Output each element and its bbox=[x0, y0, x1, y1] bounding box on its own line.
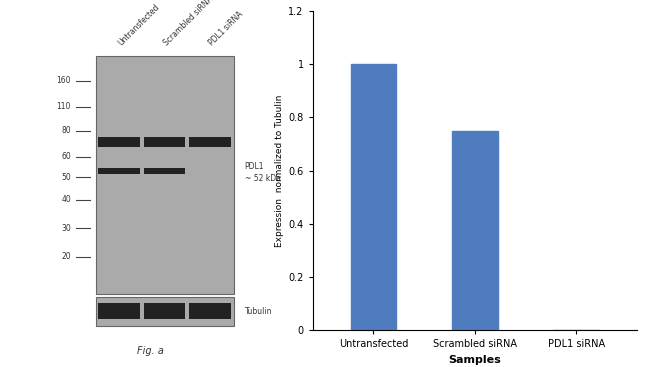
Text: 110: 110 bbox=[57, 102, 71, 111]
Text: 60: 60 bbox=[61, 152, 71, 161]
Bar bbox=[144, 168, 185, 174]
X-axis label: Samples: Samples bbox=[448, 355, 501, 365]
Text: 20: 20 bbox=[61, 252, 71, 261]
Bar bbox=[96, 297, 233, 326]
Y-axis label: Expression  normalized to Tubulin: Expression normalized to Tubulin bbox=[275, 94, 284, 247]
Text: Untransfected: Untransfected bbox=[116, 3, 161, 48]
Bar bbox=[144, 303, 185, 319]
Text: 40: 40 bbox=[61, 195, 71, 204]
Bar bbox=[98, 168, 140, 174]
Bar bbox=[96, 56, 233, 294]
Text: Scrambled siRNA: Scrambled siRNA bbox=[162, 0, 214, 48]
Bar bbox=[98, 303, 140, 319]
Bar bbox=[452, 131, 498, 330]
Bar bbox=[98, 137, 140, 147]
Text: 160: 160 bbox=[57, 76, 71, 85]
Bar bbox=[144, 137, 185, 147]
Text: PDL1
~ 52 kDa: PDL1 ~ 52 kDa bbox=[244, 162, 280, 183]
Text: 80: 80 bbox=[61, 126, 71, 135]
Text: Tubulin: Tubulin bbox=[244, 307, 272, 316]
Text: PDL1 siRNA: PDL1 siRNA bbox=[207, 10, 245, 48]
Bar bbox=[189, 137, 231, 147]
Bar bbox=[351, 64, 396, 330]
Text: 50: 50 bbox=[61, 172, 71, 182]
Text: Fig. a: Fig. a bbox=[137, 346, 164, 356]
Text: 30: 30 bbox=[61, 224, 71, 233]
Bar bbox=[189, 303, 231, 319]
